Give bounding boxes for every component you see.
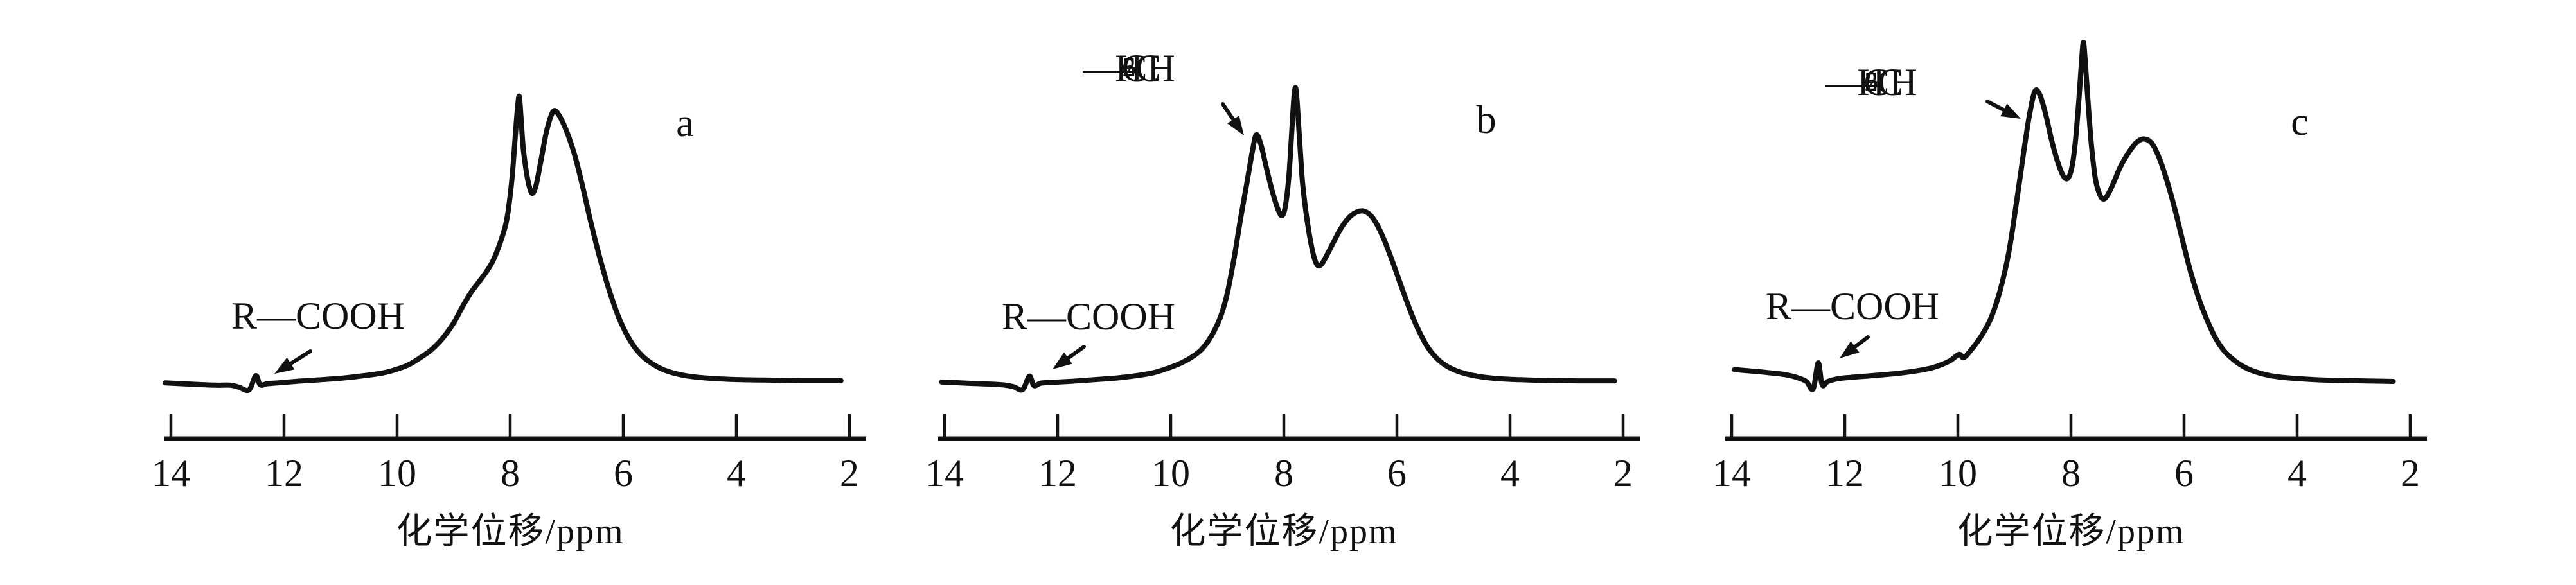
x-tick-label-b-2: 2 [1613, 452, 1633, 494]
subscript-text: 2 [1122, 53, 1136, 83]
spectrum-curve-c [1732, 40, 2396, 392]
x-tick-label-b-14: 14 [925, 452, 964, 494]
x-tick-label-c-2: 2 [2401, 452, 2420, 494]
x-axis-label-a: 化学位移/ppm [396, 512, 625, 552]
x-tick-label-a-12: 12 [265, 452, 303, 494]
x-tick-label-b-8: 8 [1274, 452, 1293, 494]
rcooh-arrow-c-head [1840, 341, 1860, 358]
spectrum-curve-a [163, 93, 844, 394]
x-tick-label-b-6: 6 [1387, 452, 1407, 494]
x-axis-label-b: 化学位移/ppm [1169, 512, 1398, 552]
x-tick-label-b-12: 12 [1038, 452, 1077, 494]
spectrum-curve-b [939, 85, 1617, 393]
formula-text: —CH [1825, 61, 1917, 103]
panel-letter-b: b [1476, 98, 1497, 142]
panel-letter-a: a [676, 101, 694, 145]
panel-letter-c: c [2291, 100, 2309, 144]
subscript-text: 2 [1864, 67, 1878, 97]
x-tick-label-a-6: 6 [614, 452, 633, 494]
x-tick-label-b-4: 4 [1500, 452, 1520, 494]
annotation-rcooh-b: R—COOH [1001, 295, 1176, 338]
x-tick-label-c-8: 8 [2061, 452, 2081, 494]
rcooh-arrow-b-shaft [1063, 345, 1086, 363]
ch2c6h5-arrow-c-head [2000, 103, 2021, 119]
x-tick-label-a-14: 14 [152, 452, 190, 494]
subscript-text: 5 [1122, 53, 1136, 83]
subscript-text: 6 [1122, 53, 1136, 83]
rcooh-arrow-a-shaft [285, 349, 312, 368]
panel-b: 14 12 10 8 6 4 2 [925, 85, 1640, 494]
x-tick-label-a-2: 2 [840, 452, 859, 494]
x-tick-label-b-10: 10 [1151, 452, 1190, 494]
annotation-rcooh-a: R—COOH [231, 295, 405, 337]
formula-text: —CH [1083, 47, 1175, 89]
x-tick-label-c-6: 6 [2174, 452, 2194, 494]
x-axis-label-c: 化学位移/ppm [1957, 512, 2185, 552]
subscript-text: 5 [1864, 67, 1878, 97]
subscript-text: 6 [1864, 67, 1878, 97]
x-tick-label-a-4: 4 [727, 452, 746, 494]
x-tick-label-c-4: 4 [2287, 452, 2307, 494]
rcooh-arrow-b-head [1053, 352, 1072, 369]
x-tick-label-c-14: 14 [1712, 452, 1751, 494]
x-tick-label-c-12: 12 [1825, 452, 1864, 494]
formula-text: —C [1838, 61, 1904, 103]
x-tick-label-c-10: 10 [1939, 452, 1977, 494]
panel-a: 14 12 10 8 6 4 2 [152, 93, 866, 494]
formula-text: H [1115, 47, 1143, 89]
annotation-rcooh-c: R—COOH [1765, 285, 1940, 327]
formula-text: —C [1096, 47, 1162, 89]
formula-text: H [1857, 61, 1885, 103]
panel-c: 14 12 10 8 6 4 2 [1712, 40, 2427, 494]
x-tick-label-a-10: 10 [378, 452, 416, 494]
x-tick-label-a-8: 8 [501, 452, 520, 494]
rcooh-arrow-a-head [274, 357, 295, 374]
ch2c6h5-arrow-b-head [1227, 115, 1244, 135]
